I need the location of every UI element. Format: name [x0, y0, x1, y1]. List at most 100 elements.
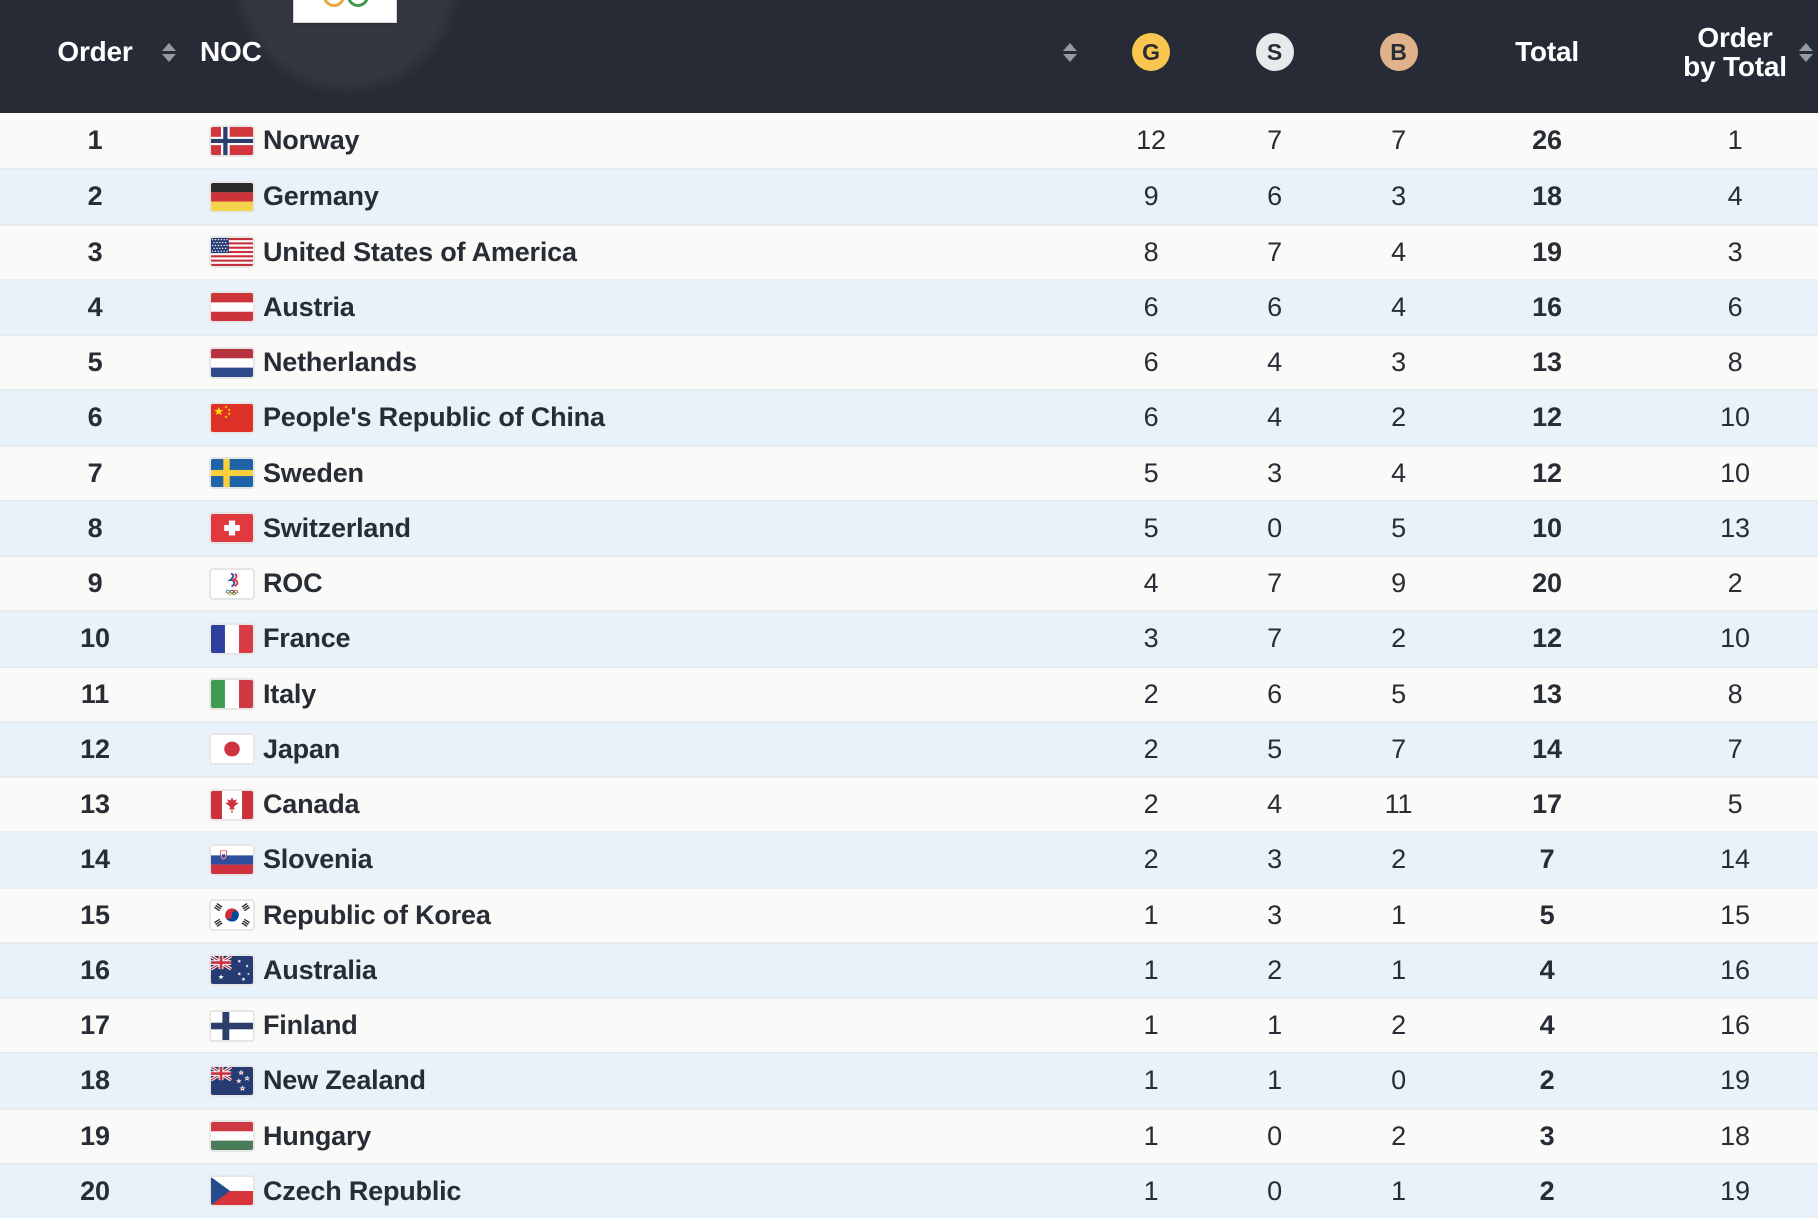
roc-flag-icon: [209, 567, 255, 600]
rank-cell: 10: [80, 623, 110, 654]
total-count-cell: 3: [1539, 1120, 1555, 1151]
rank-cell: 15: [80, 899, 110, 930]
noc-cell[interactable]: United States of America: [190, 236, 1090, 269]
noc-cell[interactable]: Switzerland: [190, 512, 1090, 545]
jpn-flag-icon: [209, 733, 255, 766]
usa-flag-icon: [209, 236, 255, 269]
olympic-ring-yellow-icon: [323, 0, 345, 7]
total-count-cell: 4: [1539, 954, 1555, 985]
noc-cell[interactable]: Czech Republic: [190, 1175, 1090, 1208]
noc-cell[interactable]: Republic of Korea: [190, 899, 1090, 932]
table-row: 7 Sweden 5 3 4 12 10: [0, 444, 1818, 500]
table-row: 16 Australia 1 2 1 4 16: [0, 941, 1818, 997]
gold-count-cell: 6: [1143, 402, 1159, 433]
gold-count-cell: 1: [1143, 899, 1159, 930]
bronze-count-cell: 2: [1391, 623, 1406, 654]
sort-icon-noc[interactable]: [1063, 43, 1077, 62]
noc-cell[interactable]: Japan: [190, 733, 1090, 766]
rank-cell: 8: [87, 512, 103, 543]
country-name: France: [263, 623, 351, 654]
column-header-gold[interactable]: G: [1090, 33, 1212, 71]
country-name: New Zealand: [263, 1065, 426, 1096]
gold-count-cell: 2: [1143, 733, 1159, 764]
nor-flag-icon: [209, 124, 255, 157]
table-row: 3 United States of America 8 7 4 19 3: [0, 223, 1818, 279]
chn-flag-icon: [209, 401, 255, 434]
silver-count-cell: 0: [1267, 1175, 1282, 1206]
bronze-count-cell: 2: [1391, 844, 1406, 875]
gold-count-cell: 8: [1143, 236, 1159, 267]
rank-cell: 9: [87, 568, 103, 599]
country-name: Italy: [263, 678, 317, 709]
bronze-count-cell: 3: [1391, 347, 1406, 378]
noc-cell[interactable]: Germany: [190, 180, 1090, 213]
bronze-count-cell: 2: [1391, 1120, 1406, 1151]
table-row: 13 Canada 2 4 11 17 5: [0, 776, 1818, 832]
noc-cell[interactable]: ROC: [190, 567, 1090, 600]
column-header-order[interactable]: Order: [57, 36, 133, 67]
country-name: United States of America: [263, 236, 577, 267]
noc-cell[interactable]: Slovenia: [190, 843, 1090, 876]
hun-flag-icon: [209, 1120, 255, 1153]
bronze-count-cell: 7: [1391, 733, 1406, 764]
noc-cell[interactable]: Australia: [190, 954, 1090, 987]
country-name: Austria: [263, 291, 355, 322]
noc-cell[interactable]: Hungary: [190, 1120, 1090, 1153]
table-row: 12 Japan 2 5 7 14 7: [0, 720, 1818, 776]
table-row: 17 Finland 1 1 2 4 16: [0, 997, 1818, 1053]
column-header-noc[interactable]: NOC: [200, 36, 262, 67]
sort-icon-order[interactable]: [162, 43, 176, 62]
total-count-cell: 5: [1539, 899, 1555, 930]
table-row: 5 Netherlands 6 4 3 13 8: [0, 334, 1818, 390]
noc-cell[interactable]: Sweden: [190, 457, 1090, 490]
silver-count-cell: 4: [1267, 402, 1282, 433]
noc-cell[interactable]: Austria: [190, 291, 1090, 324]
order-by-total-cell: 3: [1727, 236, 1743, 267]
noc-cell[interactable]: Finland: [190, 1009, 1090, 1042]
silver-count-cell: 0: [1267, 512, 1282, 543]
nzl-flag-icon: [209, 1064, 255, 1097]
olympic-ring-green-icon: [347, 0, 369, 7]
silver-medal-icon: S: [1255, 33, 1294, 71]
order-by-total-cell: 5: [1727, 789, 1743, 820]
country-name: Netherlands: [263, 347, 417, 378]
column-header-bronze[interactable]: B: [1337, 33, 1460, 71]
noc-cell[interactable]: Canada: [190, 788, 1090, 821]
silver-count-cell: 1: [1267, 1010, 1282, 1041]
aut-flag-icon: [209, 291, 255, 324]
column-header-order-by-total[interactable]: Order by Total: [1683, 22, 1787, 82]
order-by-total-cell: 6: [1727, 291, 1743, 322]
total-count-cell: 4: [1539, 1010, 1555, 1041]
column-header-total[interactable]: Total: [1515, 36, 1579, 67]
rank-cell: 11: [80, 678, 110, 709]
noc-cell[interactable]: Norway: [190, 124, 1090, 157]
column-header-silver[interactable]: S: [1212, 33, 1337, 71]
rank-cell: 1: [87, 125, 103, 156]
slo-flag-icon: [209, 843, 255, 876]
sort-icon-order-by-total[interactable]: [1799, 43, 1813, 62]
rank-cell: 13: [80, 789, 110, 820]
ita-flag-icon: [209, 678, 255, 711]
total-count-cell: 18: [1532, 181, 1562, 212]
silver-count-cell: 3: [1267, 899, 1282, 930]
noc-cell[interactable]: Netherlands: [190, 346, 1090, 379]
noc-cell[interactable]: People's Republic of China: [190, 401, 1090, 434]
noc-cell[interactable]: New Zealand: [190, 1064, 1090, 1097]
fra-flag-icon: [209, 622, 255, 655]
table-row: 6 People's Republic of China 6 4 2 12 10: [0, 389, 1818, 445]
noc-cell[interactable]: Italy: [190, 678, 1090, 711]
noc-cell[interactable]: France: [190, 622, 1090, 655]
country-name: Canada: [263, 789, 360, 820]
order-by-total-cell: 1: [1727, 125, 1743, 156]
table-row: 14 Slovenia 2 3 2 7 14: [0, 831, 1818, 887]
bronze-count-cell: 0: [1391, 1065, 1406, 1096]
total-count-cell: 12: [1532, 457, 1562, 488]
country-name: Germany: [263, 181, 379, 212]
rank-cell: 6: [87, 402, 103, 433]
country-name: Czech Republic: [263, 1175, 462, 1206]
total-count-cell: 14: [1532, 733, 1562, 764]
total-count-cell: 13: [1532, 678, 1562, 709]
order-by-total-cell: 10: [1720, 623, 1750, 654]
aus-flag-icon: [209, 954, 255, 987]
cze-flag-icon: [209, 1175, 255, 1208]
